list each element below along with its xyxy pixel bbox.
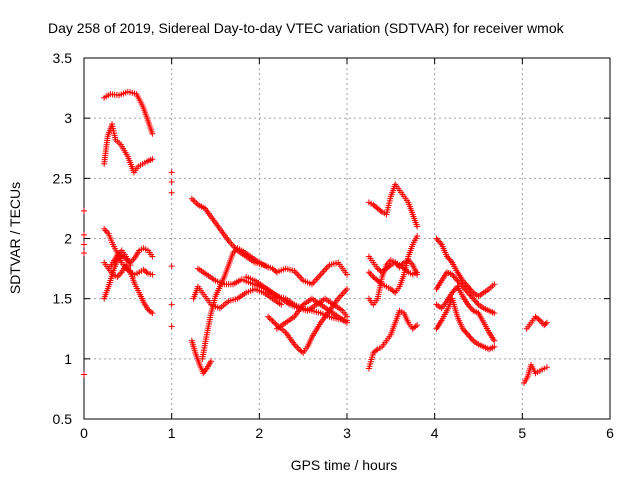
y-tick-label: 0.5 [53, 411, 73, 427]
data-point [265, 264, 272, 271]
data-point [412, 323, 419, 330]
data-point [149, 253, 156, 260]
data-point [278, 301, 285, 308]
data-points [81, 88, 550, 386]
data-point [390, 288, 397, 295]
data-point [344, 286, 350, 293]
data-point [491, 310, 498, 317]
data-point [414, 223, 421, 230]
data-point [81, 371, 87, 378]
data-point [377, 207, 384, 214]
data-point [265, 313, 272, 320]
x-tick-labels: 0 1 2 3 4 5 6 [80, 425, 614, 441]
data-point [541, 365, 548, 372]
data-point [81, 207, 87, 214]
x-tick-label: 1 [168, 425, 176, 441]
y-tick-label: 1.5 [53, 291, 73, 307]
y-tick-label: 3.5 [53, 50, 73, 66]
data-point [543, 364, 550, 371]
data-point [542, 320, 549, 327]
data-point [269, 317, 276, 324]
data-point [168, 169, 175, 176]
data-point [491, 281, 498, 288]
data-point [149, 271, 156, 278]
data-point [208, 358, 215, 365]
y-tick-label: 3 [64, 110, 72, 126]
axis-ticks [83, 57, 611, 420]
data-point [491, 343, 498, 350]
data-point [414, 233, 421, 240]
data-point [127, 261, 134, 268]
data-point [414, 271, 421, 278]
data-point [168, 189, 175, 196]
data-point [168, 178, 175, 185]
data-point [298, 348, 305, 355]
x-tick-label: 4 [431, 425, 439, 441]
data-point [535, 316, 542, 323]
x-axis-label: GPS time / hours [291, 457, 398, 473]
y-tick-label: 1 [64, 351, 72, 367]
data-point [149, 156, 156, 163]
x-tick-label: 3 [343, 425, 351, 441]
data-point [268, 316, 275, 323]
data-point [414, 322, 421, 329]
data-point [491, 337, 498, 344]
x-tick-label: 0 [80, 425, 88, 441]
data-point [266, 315, 273, 322]
data-point [143, 269, 150, 276]
data-point [168, 263, 175, 270]
data-point [272, 320, 279, 327]
data-point [168, 301, 175, 308]
chart-title: Day 258 of 2019, Sidereal Day-to-day VTE… [48, 20, 565, 36]
data-point [344, 313, 350, 320]
data-point [81, 231, 87, 238]
y-axis-label: SDTVAR / TECUs [7, 182, 23, 294]
data-point [81, 249, 87, 256]
data-point [543, 319, 550, 326]
data-point [81, 241, 87, 248]
grid-lines [84, 58, 610, 419]
x-tick-label: 6 [606, 425, 614, 441]
data-point [149, 310, 156, 317]
y-tick-label: 2.5 [53, 170, 73, 186]
data-point [149, 130, 156, 137]
data-point [344, 271, 350, 278]
data-point [168, 323, 175, 330]
data-point [147, 308, 154, 315]
x-tick-label: 2 [255, 425, 263, 441]
y-tick-labels: 0.5 1 1.5 2 2.5 3 3.5 [53, 50, 73, 427]
data-point [373, 347, 380, 354]
data-point [270, 319, 277, 326]
data-point [344, 319, 350, 326]
y-tick-label: 2 [64, 231, 72, 247]
x-tick-label: 5 [518, 425, 526, 441]
